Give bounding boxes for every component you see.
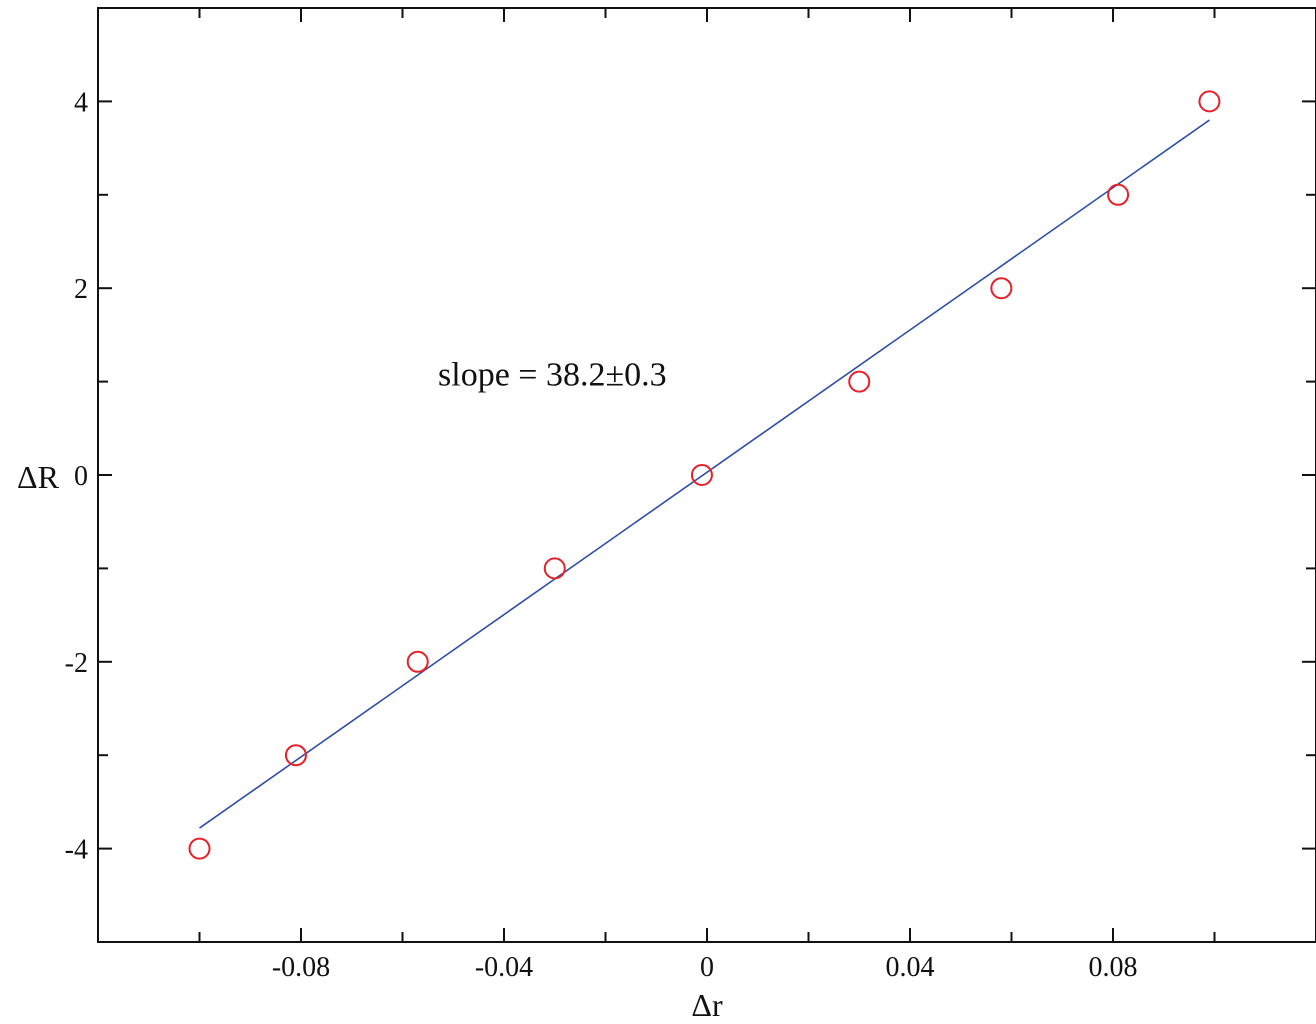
data-point [188,837,211,860]
x-tick-label: 0.08 [1089,952,1138,983]
data-point [406,650,429,673]
y-tick-label: -2 [65,648,88,679]
fit-line [199,119,1210,829]
data-point [990,277,1013,300]
axis-tick-labels: -0.08 -0.04 0 0.04 0.08 -4 -2 0 2 4 [65,87,1138,983]
series-layer [188,90,1221,860]
x-tick-label: -0.08 [272,952,330,983]
y-tick-label: 0 [74,461,88,492]
axis-ticks [98,8,1316,942]
y-tick-label: 2 [74,274,88,305]
y-tick-label: -4 [65,835,88,866]
data-point [543,557,566,580]
data-point [690,464,713,486]
data-point [284,744,307,767]
x-tick-label: 0.04 [886,952,935,983]
x-axis-label: Δr [691,987,723,1023]
y-tick-label: 4 [74,87,88,118]
slope-annotation: slope = 38.2±0.3 [438,357,667,394]
data-point [1107,183,1130,206]
plot-frame [97,7,1316,943]
x-tick-label: -0.04 [475,952,533,983]
annotation-layer: slope = 38.2±0.3 [438,357,667,394]
y-axis-label: ΔR [17,459,60,495]
data-point [1198,90,1221,113]
x-tick-label: 0 [700,952,714,983]
data-point [848,370,871,393]
